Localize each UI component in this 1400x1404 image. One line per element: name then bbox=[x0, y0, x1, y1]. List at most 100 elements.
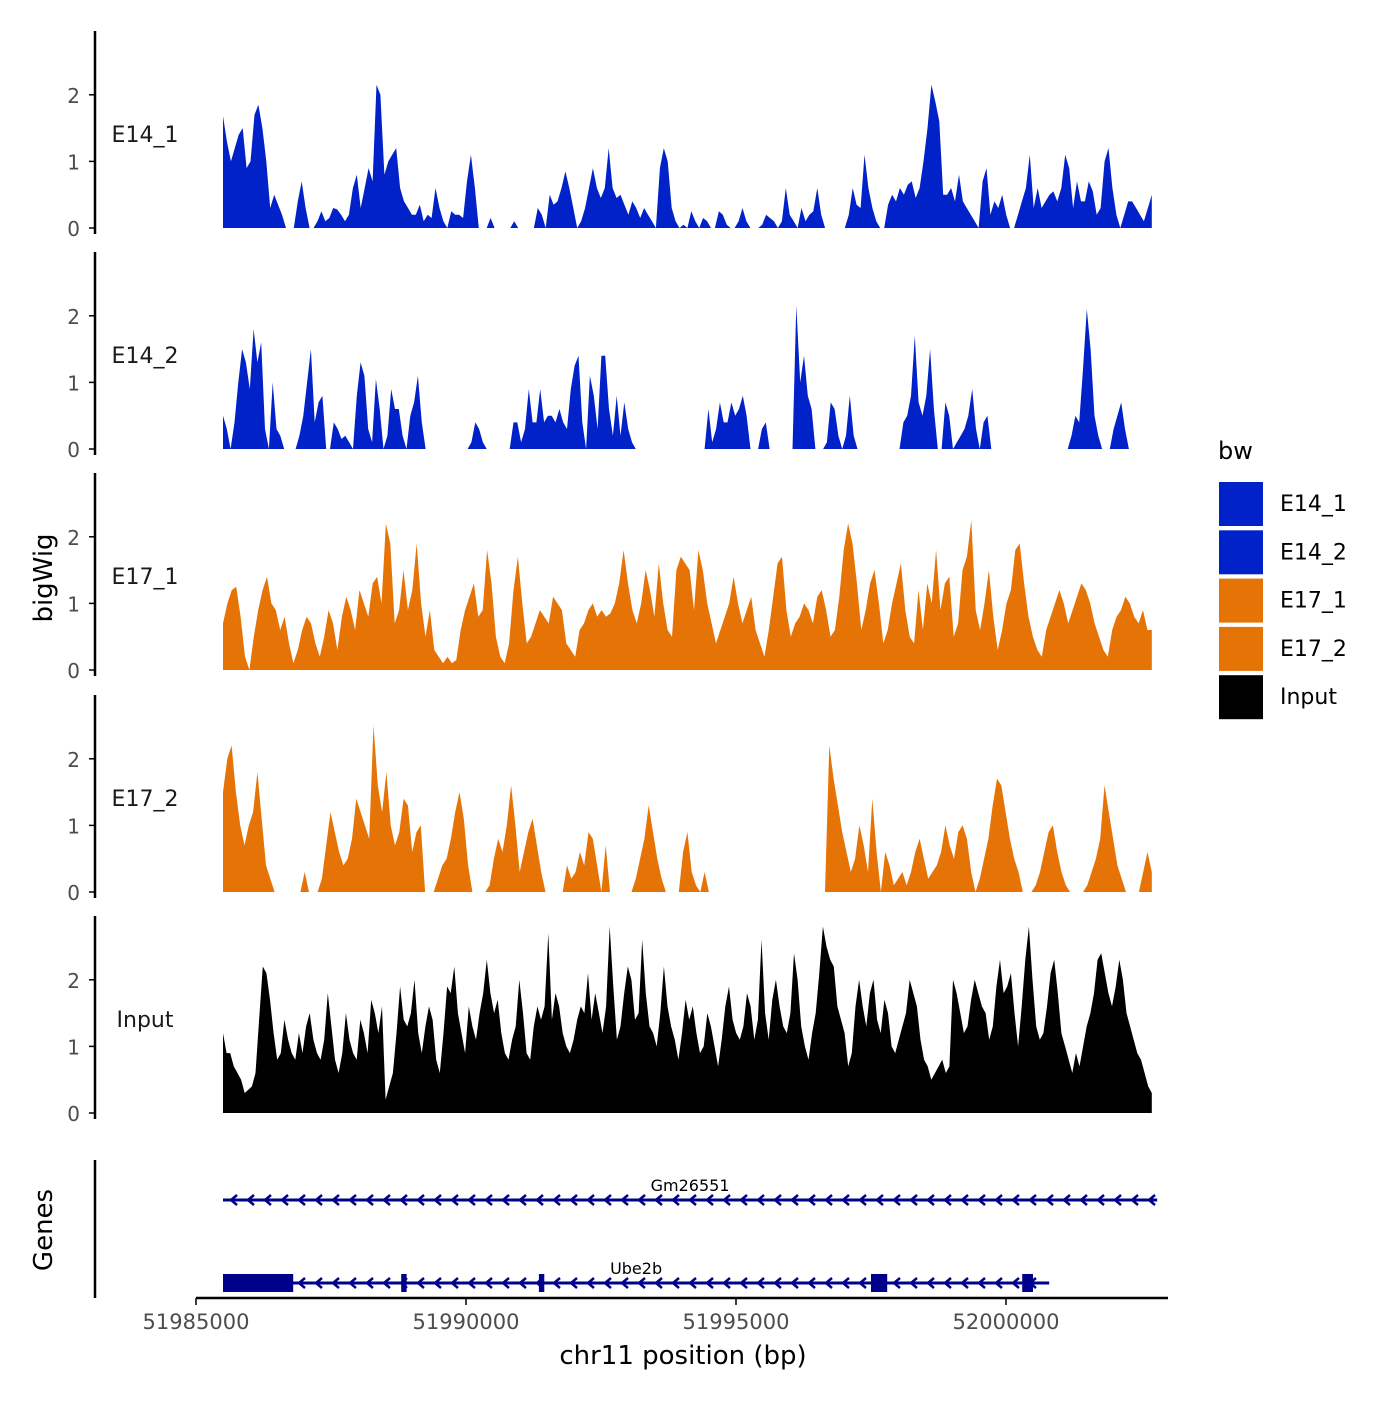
strand-arrow bbox=[467, 1277, 476, 1289]
strand-arrow bbox=[841, 1194, 850, 1206]
track-panel-E14_2: 0 1 2 E14_2 bbox=[67, 252, 1152, 462]
x-tick-label: 51990000 bbox=[413, 1310, 520, 1334]
strand-arrow bbox=[841, 1277, 850, 1289]
strand-arrow bbox=[416, 1277, 425, 1289]
strand-arrow bbox=[909, 1194, 918, 1206]
legend-swatch bbox=[1217, 528, 1265, 577]
track-area-E14_1 bbox=[223, 84, 1152, 228]
legend-label: E17_1 bbox=[1280, 589, 1347, 614]
track-area-E14_2 bbox=[223, 305, 1152, 449]
strand-arrow bbox=[739, 1194, 748, 1206]
genes-axis-title: Genes bbox=[29, 1189, 59, 1271]
strand-arrow bbox=[943, 1277, 952, 1289]
strand-arrow bbox=[569, 1277, 578, 1289]
strand-arrow bbox=[484, 1194, 493, 1206]
strand-arrow bbox=[994, 1277, 1003, 1289]
x-tick-label: 52000000 bbox=[953, 1310, 1060, 1334]
strand-arrow bbox=[773, 1277, 782, 1289]
track-panel-E17_1: 0 1 2 E17_1 bbox=[67, 473, 1152, 683]
strand-arrow bbox=[1096, 1194, 1105, 1206]
strand-arrow bbox=[1011, 1277, 1020, 1289]
gene-Gm26551: Gm26551 bbox=[223, 1176, 1158, 1206]
strand-arrow bbox=[365, 1194, 374, 1206]
strand-arrow bbox=[807, 1277, 816, 1289]
strand-arrow bbox=[773, 1194, 782, 1206]
strand-arrow bbox=[824, 1194, 833, 1206]
track-label: E17_2 bbox=[112, 787, 179, 812]
strand-arrow bbox=[824, 1277, 833, 1289]
strand-arrow bbox=[756, 1277, 765, 1289]
strand-arrow bbox=[994, 1194, 1003, 1206]
legend-swatch bbox=[1217, 673, 1265, 722]
strand-arrow bbox=[518, 1194, 527, 1206]
strand-arrow bbox=[637, 1277, 646, 1289]
gene-exon bbox=[1022, 1274, 1033, 1292]
strand-arrow bbox=[603, 1194, 612, 1206]
y-tick-label: 1 bbox=[67, 371, 80, 395]
strand-arrow bbox=[1011, 1194, 1020, 1206]
gene-exon bbox=[538, 1274, 545, 1292]
strand-arrow bbox=[1130, 1194, 1139, 1206]
strand-arrow bbox=[858, 1194, 867, 1206]
y-tick-label: 2 bbox=[67, 748, 80, 772]
strand-arrow bbox=[501, 1277, 510, 1289]
strand-arrow bbox=[960, 1277, 969, 1289]
track-label: E17_1 bbox=[112, 565, 179, 590]
strand-arrow bbox=[637, 1194, 646, 1206]
strand-arrow bbox=[977, 1277, 986, 1289]
y-tick-label: 1 bbox=[67, 150, 80, 174]
strand-arrow bbox=[246, 1194, 255, 1206]
tracks-layer: 0 1 2 E14_1 0 1 2 E14_2 0 1 2 E17_1 0 1 2 E17_2 0 1 2 Input bbox=[67, 31, 1152, 1126]
legend-label: Input bbox=[1280, 685, 1337, 710]
strand-arrow bbox=[552, 1277, 561, 1289]
y-tick-label: 2 bbox=[67, 305, 80, 329]
strand-arrow bbox=[450, 1277, 459, 1289]
gene-exon bbox=[871, 1274, 888, 1292]
strand-arrow bbox=[858, 1277, 867, 1289]
strand-arrow bbox=[705, 1277, 714, 1289]
strand-arrow bbox=[909, 1277, 918, 1289]
y-tick-label: 0 bbox=[67, 659, 80, 683]
strand-arrow bbox=[671, 1194, 680, 1206]
x-tick-label: 51985000 bbox=[143, 1310, 250, 1334]
track-area-E17_2 bbox=[223, 725, 1152, 892]
legend: bw E14_1 E14_2 E17_1 E17_2 Input bbox=[1217, 437, 1347, 722]
strand-arrow bbox=[314, 1194, 323, 1206]
gene-label: Gm26551 bbox=[651, 1176, 730, 1195]
genes-layer: Gm26551 Ube2b bbox=[93, 1160, 1158, 1298]
strand-arrow bbox=[654, 1277, 663, 1289]
strand-arrow bbox=[1113, 1194, 1122, 1206]
strand-arrow bbox=[586, 1277, 595, 1289]
strand-arrow bbox=[654, 1194, 663, 1206]
strand-arrow bbox=[382, 1194, 391, 1206]
strand-arrow bbox=[1147, 1194, 1156, 1206]
strand-arrow bbox=[943, 1194, 952, 1206]
strand-arrow bbox=[960, 1194, 969, 1206]
strand-arrow bbox=[1045, 1194, 1054, 1206]
y-tick-label: 1 bbox=[67, 592, 80, 616]
strand-arrow bbox=[739, 1277, 748, 1289]
strand-arrow bbox=[790, 1277, 799, 1289]
strand-arrow bbox=[484, 1277, 493, 1289]
x-axis-title: chr11 position (bp) bbox=[559, 1341, 806, 1371]
y-tick-label: 2 bbox=[67, 84, 80, 108]
track-panel-E17_2: 0 1 2 E17_2 bbox=[67, 695, 1152, 905]
strand-arrow bbox=[586, 1194, 595, 1206]
strand-arrow bbox=[348, 1277, 357, 1289]
x-tick-label: 51995000 bbox=[683, 1310, 790, 1334]
gene-label: Ube2b bbox=[610, 1259, 662, 1278]
strand-arrow bbox=[1028, 1194, 1037, 1206]
gene-exon bbox=[223, 1274, 294, 1292]
y-tick-label: 1 bbox=[67, 1035, 80, 1059]
strand-arrow bbox=[229, 1194, 238, 1206]
strand-arrow bbox=[467, 1194, 476, 1206]
y-tick-label: 0 bbox=[67, 217, 80, 241]
strand-arrow bbox=[433, 1277, 442, 1289]
y-tick-label: 0 bbox=[67, 881, 80, 905]
strand-arrow bbox=[688, 1277, 697, 1289]
strand-arrow bbox=[263, 1194, 272, 1206]
legend-swatch bbox=[1217, 576, 1265, 625]
strand-arrow bbox=[807, 1194, 816, 1206]
strand-arrow bbox=[722, 1194, 731, 1206]
strand-arrow bbox=[603, 1277, 612, 1289]
